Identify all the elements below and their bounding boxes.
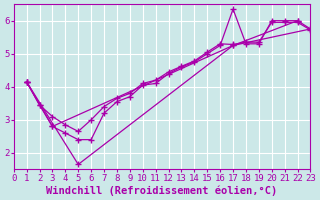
- X-axis label: Windchill (Refroidissement éolien,°C): Windchill (Refroidissement éolien,°C): [46, 185, 278, 196]
